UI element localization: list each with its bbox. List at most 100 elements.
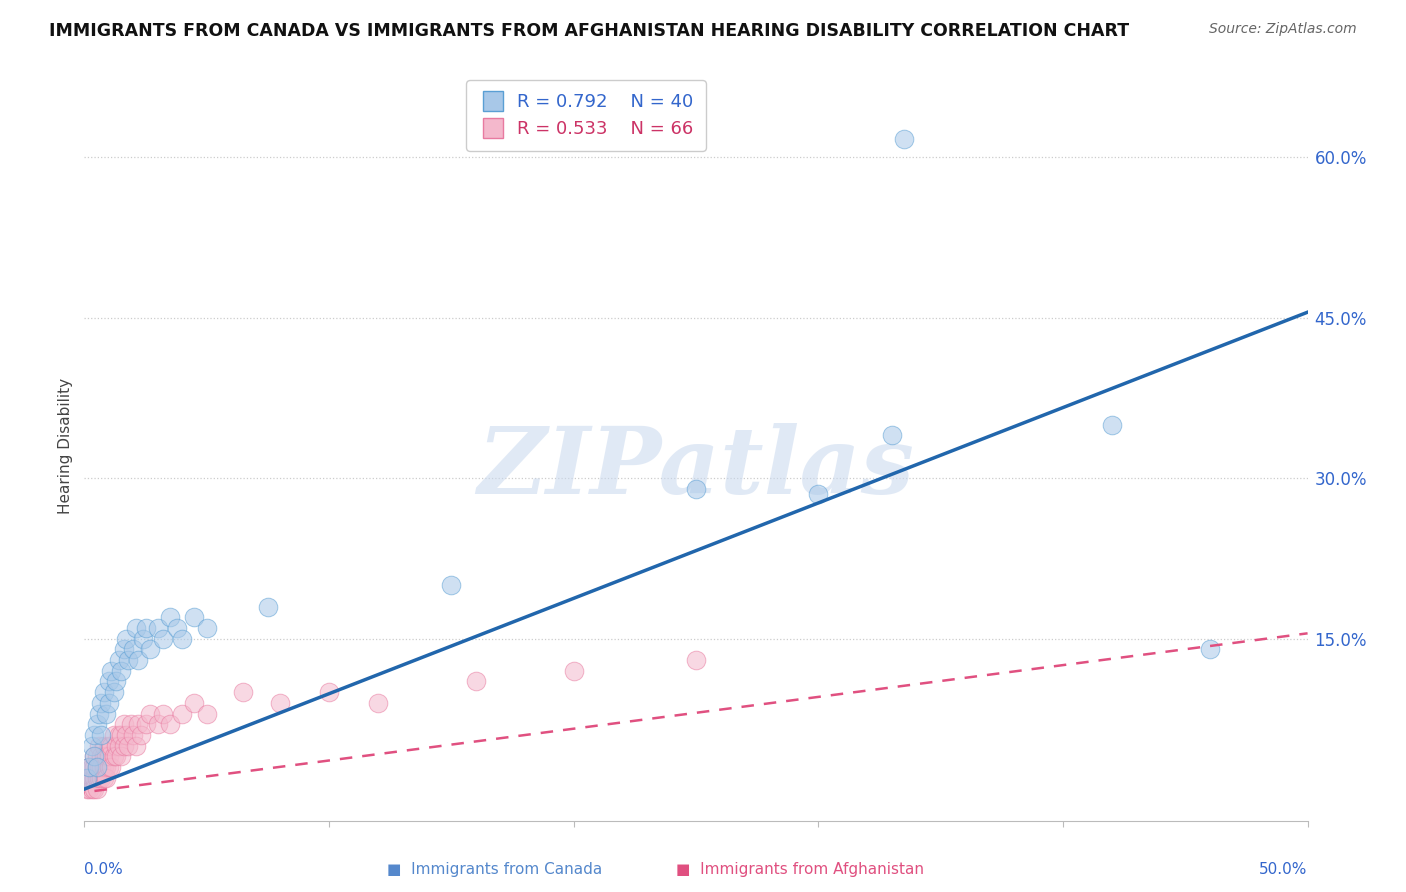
Text: ZIPatlas: ZIPatlas: [478, 424, 914, 514]
Point: [122, 642, 145, 657]
Point: [135, 621, 157, 635]
Point: [183, 610, 205, 624]
Point: [172, 706, 194, 721]
Point: [96, 706, 118, 721]
Point: [183, 696, 205, 710]
Point: [100, 739, 122, 753]
Point: [132, 632, 155, 646]
Point: [77, 771, 100, 785]
Point: [135, 717, 157, 731]
Point: [96, 760, 118, 774]
Point: [318, 685, 340, 699]
Point: [86, 717, 108, 731]
Text: 50.0%: 50.0%: [1260, 862, 1308, 877]
Point: [112, 642, 135, 657]
Point: [93, 685, 115, 699]
Point: [87, 706, 110, 721]
Text: ■  Immigrants from Afghanistan: ■ Immigrants from Afghanistan: [676, 862, 924, 877]
Point: [77, 781, 100, 796]
Point: [90, 749, 112, 764]
Text: Source: ZipAtlas.com: Source: ZipAtlas.com: [1209, 22, 1357, 37]
Point: [83, 728, 105, 742]
Point: [159, 717, 181, 731]
Point: [76, 781, 98, 796]
Point: [125, 621, 148, 635]
Point: [112, 717, 135, 731]
Point: [93, 760, 115, 774]
Point: [83, 749, 105, 764]
Point: [90, 728, 112, 742]
Point: [90, 771, 112, 785]
Legend: R = 0.792    N = 40, R = 0.533    N = 66: R = 0.792 N = 40, R = 0.533 N = 66: [467, 80, 706, 151]
Point: [105, 674, 128, 689]
Point: [166, 621, 188, 635]
Point: [83, 749, 105, 764]
Point: [77, 760, 100, 774]
Point: [76, 771, 98, 785]
Point: [159, 610, 181, 624]
Point: [107, 653, 129, 667]
Point: [115, 728, 138, 742]
Point: [100, 664, 122, 678]
Point: [195, 621, 218, 635]
Point: [880, 428, 903, 442]
Point: [127, 653, 149, 667]
Point: [367, 696, 389, 710]
Point: [1101, 417, 1123, 432]
Point: [117, 653, 139, 667]
Point: [117, 739, 139, 753]
Point: [464, 674, 486, 689]
Point: [86, 749, 108, 764]
Point: [110, 664, 132, 678]
Point: [83, 760, 105, 774]
Point: [90, 760, 112, 774]
Point: [103, 685, 125, 699]
Point: [1198, 642, 1220, 657]
Point: [97, 696, 120, 710]
Point: [127, 717, 149, 731]
Point: [80, 760, 103, 774]
Point: [125, 739, 148, 753]
Point: [80, 739, 103, 753]
Point: [893, 132, 915, 146]
Point: [86, 760, 108, 774]
Point: [100, 760, 122, 774]
Point: [86, 781, 108, 796]
Point: [86, 771, 108, 785]
Text: ■  Immigrants from Canada: ■ Immigrants from Canada: [387, 862, 602, 877]
Point: [685, 653, 707, 667]
Point: [90, 696, 112, 710]
Point: [97, 674, 120, 689]
Point: [129, 728, 152, 742]
Point: [93, 749, 115, 764]
Point: [257, 599, 280, 614]
Point: [77, 760, 100, 774]
Point: [122, 728, 145, 742]
Point: [120, 717, 142, 731]
Point: [103, 728, 125, 742]
Point: [97, 739, 120, 753]
Point: [807, 487, 830, 501]
Point: [93, 739, 115, 753]
Y-axis label: Hearing Disability: Hearing Disability: [58, 378, 73, 514]
Point: [96, 771, 118, 785]
Point: [87, 739, 110, 753]
Point: [112, 739, 135, 753]
Point: [87, 760, 110, 774]
Point: [96, 749, 118, 764]
Point: [80, 781, 103, 796]
Point: [107, 739, 129, 753]
Point: [110, 749, 132, 764]
Point: [232, 685, 254, 699]
Point: [146, 621, 169, 635]
Point: [195, 706, 218, 721]
Point: [97, 749, 120, 764]
Point: [152, 706, 174, 721]
Point: [172, 632, 194, 646]
Point: [103, 749, 125, 764]
Point: [110, 728, 132, 742]
Text: 0.0%: 0.0%: [84, 862, 124, 877]
Text: IMMIGRANTS FROM CANADA VS IMMIGRANTS FROM AFGHANISTAN HEARING DISABILITY CORRELA: IMMIGRANTS FROM CANADA VS IMMIGRANTS FRO…: [49, 22, 1129, 40]
Point: [440, 578, 463, 592]
Point: [105, 749, 128, 764]
